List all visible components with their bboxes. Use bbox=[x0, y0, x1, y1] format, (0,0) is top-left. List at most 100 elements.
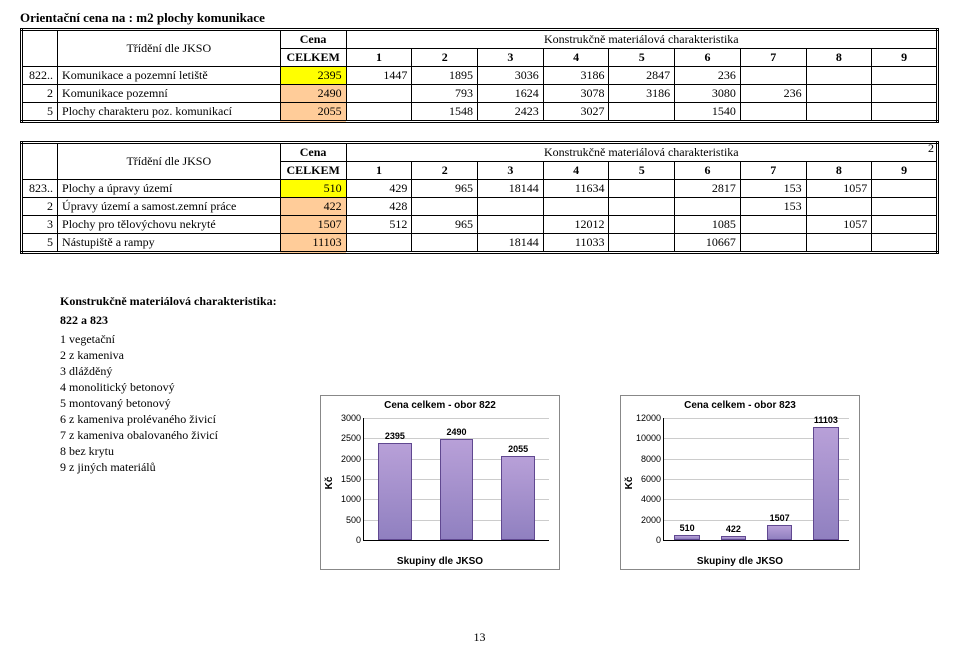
bar bbox=[378, 443, 412, 540]
t2-cell: 965 bbox=[412, 180, 478, 198]
bar-value-label: 2055 bbox=[508, 444, 528, 454]
col-2: 2 bbox=[412, 49, 478, 67]
chart-823-title: Cena celkem - obor 823 bbox=[621, 396, 859, 411]
t2-row-name: Plochy a úpravy území bbox=[58, 180, 281, 198]
t2-cell bbox=[609, 216, 675, 234]
chart-823-xlabel: Skupiny dle JKSO bbox=[621, 556, 859, 567]
t2-cell: 11634 bbox=[543, 180, 609, 198]
title-prefix: Orientační cena na : bbox=[20, 10, 136, 25]
t1-row-num: 2 bbox=[22, 85, 58, 103]
cena-cell: Cena bbox=[280, 30, 346, 49]
t1-cell bbox=[806, 67, 872, 85]
table-header-row-1: Třídění dle JKSO Cena Konstrukčně materi… bbox=[22, 30, 938, 49]
t2-col-8: 8 bbox=[806, 162, 872, 180]
t2-cell bbox=[478, 198, 544, 216]
t2-cell: 12012 bbox=[543, 216, 609, 234]
t2-row-num: 823.. bbox=[22, 180, 58, 198]
ytick-label: 3000 bbox=[341, 413, 361, 423]
t1-row-name: Plochy charakteru poz. komunikací bbox=[58, 103, 281, 122]
legend-title: Konstrukčně materiálová charakteristika: bbox=[60, 294, 939, 309]
t1-cell bbox=[806, 103, 872, 122]
table-1: Třídění dle JKSO Cena Konstrukčně materi… bbox=[20, 28, 939, 123]
ytick-label: 2000 bbox=[341, 454, 361, 464]
celkem-cell: CELKEM bbox=[280, 49, 346, 67]
t2-cell: 1057 bbox=[806, 216, 872, 234]
t2-col-5: 5 bbox=[609, 162, 675, 180]
tridentni-cell-2: Třídění dle JKSO bbox=[58, 143, 281, 180]
t1-cell: 2490 bbox=[280, 85, 346, 103]
t2-cell bbox=[609, 180, 675, 198]
cena-cell-2: Cena bbox=[280, 143, 346, 162]
legend-item: 3 dlážděný bbox=[60, 364, 939, 379]
table-row: 2Úpravy území a samost.zemní práce422428… bbox=[22, 198, 938, 216]
t2-cell: 428 bbox=[346, 198, 412, 216]
t2-col-1: 1 bbox=[346, 162, 412, 180]
t1-cell bbox=[346, 85, 412, 103]
t2-cell bbox=[740, 216, 806, 234]
col-4: 4 bbox=[543, 49, 609, 67]
t2-cell bbox=[740, 234, 806, 253]
t2-col-7: 7 bbox=[740, 162, 806, 180]
ytick-label: 500 bbox=[346, 515, 361, 525]
bar-value-label: 11103 bbox=[814, 415, 838, 425]
t2-cell: 965 bbox=[412, 216, 478, 234]
table-row: 5Plochy charakteru poz. komunikací205515… bbox=[22, 103, 938, 122]
t2-cell: 11103 bbox=[280, 234, 346, 253]
t1-cell: 3036 bbox=[478, 67, 544, 85]
ytick-label: 1500 bbox=[341, 474, 361, 484]
col-6: 6 bbox=[675, 49, 741, 67]
ytick-label: 1000 bbox=[341, 494, 361, 504]
ytick-label: 6000 bbox=[641, 474, 661, 484]
ytick-label: 4000 bbox=[641, 494, 661, 504]
col-3: 3 bbox=[478, 49, 544, 67]
t2-col-2: 2 bbox=[412, 162, 478, 180]
t1-cell: 236 bbox=[675, 67, 741, 85]
bar bbox=[813, 427, 838, 540]
t2-cell bbox=[478, 216, 544, 234]
t1-cell: 3078 bbox=[543, 85, 609, 103]
t2-cell: 18144 bbox=[478, 180, 544, 198]
table-row: 5Nástupiště a rampy11103181441103310667 bbox=[22, 234, 938, 253]
t1-cell bbox=[740, 67, 806, 85]
col-8: 8 bbox=[806, 49, 872, 67]
page-indicator-2: 2 bbox=[928, 141, 934, 156]
charts-row: Cena celkem - obor 822 Kč 05001000150020… bbox=[320, 395, 860, 570]
t2-col-9: 9 bbox=[872, 162, 938, 180]
t1-cell: 1447 bbox=[346, 67, 412, 85]
t1-cell: 3186 bbox=[543, 67, 609, 85]
table-2: Třídění dle JKSO Cena Konstrukčně materi… bbox=[20, 141, 939, 254]
t2-cell bbox=[872, 234, 938, 253]
kmc-cell: Konstrukčně materiálová charakteristika bbox=[346, 30, 937, 49]
t2-cell bbox=[609, 234, 675, 253]
bar bbox=[501, 456, 535, 540]
t1-cell bbox=[346, 103, 412, 122]
chart-823-plot: 0200040006000800010000120005104221507111… bbox=[663, 418, 849, 541]
t2-row-num: 2 bbox=[22, 198, 58, 216]
ytick-label: 0 bbox=[656, 535, 661, 545]
legend-item: 2 z kameniva bbox=[60, 348, 939, 363]
table-row: 823..Plochy a úpravy území51042996518144… bbox=[22, 180, 938, 198]
t1-cell: 1548 bbox=[412, 103, 478, 122]
legend-item: 1 vegetační bbox=[60, 332, 939, 347]
t1-cell: 3186 bbox=[609, 85, 675, 103]
chart-823-ylabel: Kč bbox=[624, 476, 635, 489]
t1-cell: 1540 bbox=[675, 103, 741, 122]
ytick-label: 0 bbox=[356, 535, 361, 545]
chart-822-ylabel: Kč bbox=[324, 476, 335, 489]
t2-cell: 1507 bbox=[280, 216, 346, 234]
title-unit: m2 plochy komunikace bbox=[136, 10, 265, 25]
table-row: 2Komunikace pozemní249079316243078318630… bbox=[22, 85, 938, 103]
t1-cell bbox=[872, 85, 938, 103]
t2-cell: 153 bbox=[740, 198, 806, 216]
t1-cell: 236 bbox=[740, 85, 806, 103]
t1-cell bbox=[609, 103, 675, 122]
col-7: 7 bbox=[740, 49, 806, 67]
ytick-label: 12000 bbox=[636, 413, 661, 423]
col-1: 1 bbox=[346, 49, 412, 67]
t2-cell: 422 bbox=[280, 198, 346, 216]
t2-cell bbox=[872, 180, 938, 198]
t2-col-3: 3 bbox=[478, 162, 544, 180]
t2-cell: 153 bbox=[740, 180, 806, 198]
ytick-label: 10000 bbox=[636, 433, 661, 443]
t2-cell bbox=[346, 234, 412, 253]
